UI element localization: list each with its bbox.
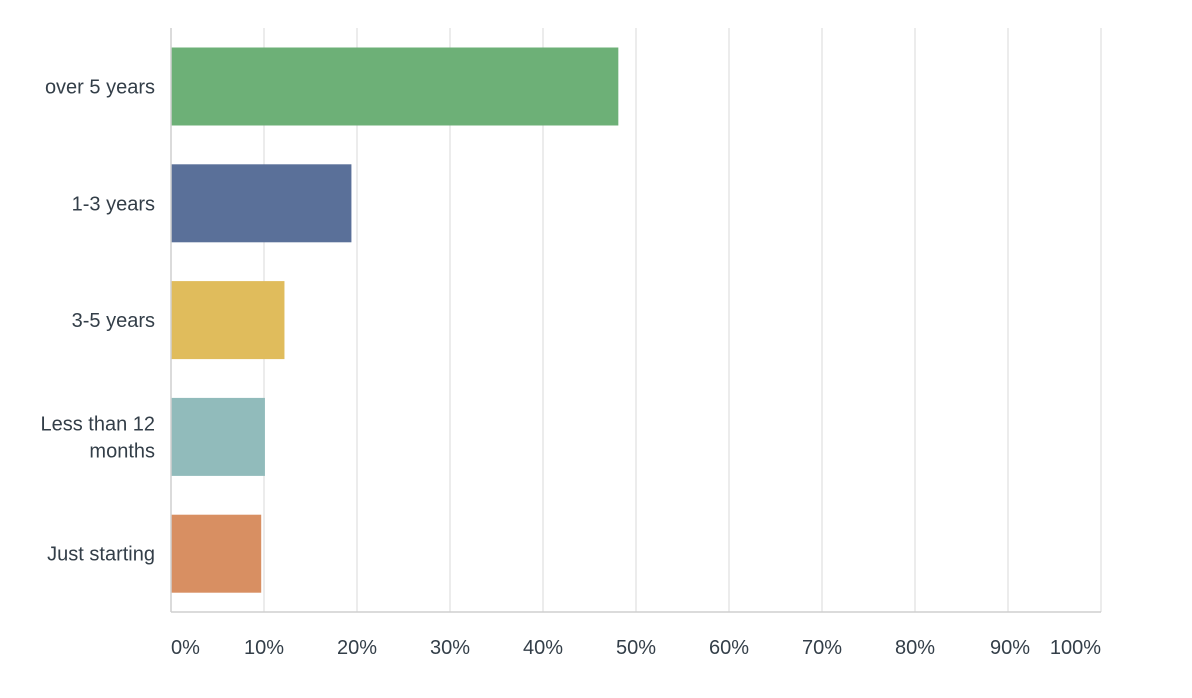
category-label-line: over 5 years bbox=[45, 77, 155, 99]
category-label: 1-3 years bbox=[72, 193, 155, 215]
category-label: Just starting bbox=[47, 544, 155, 566]
x-tick-label: 90% bbox=[990, 637, 1030, 659]
category-label: Less than 12 months bbox=[40, 413, 155, 462]
category-label: 3-5 years bbox=[72, 310, 155, 332]
category-label-line: Less than 12 bbox=[40, 413, 155, 435]
category-label-line: Just starting bbox=[47, 544, 155, 566]
x-tick-label: 70% bbox=[802, 637, 842, 659]
bar[interactable] bbox=[171, 47, 619, 126]
x-tick-label: 50% bbox=[616, 637, 656, 659]
bars bbox=[171, 47, 619, 593]
x-tick-label: 20% bbox=[337, 637, 377, 659]
x-tick-labels: 0% 10% 20% 30% 40% 50% 60% 70% 80% 90% 100% bbox=[171, 637, 1101, 659]
category-labels: over 5 years 1-3 years 3-5 years Less than … bbox=[40, 77, 155, 566]
bar[interactable] bbox=[171, 281, 285, 360]
category-label-line: 1-3 years bbox=[72, 193, 155, 215]
x-tick-label: 80% bbox=[895, 637, 935, 659]
x-tick-label: 40% bbox=[523, 637, 563, 659]
x-tick-label: 60% bbox=[709, 637, 749, 659]
category-label: over 5 years bbox=[45, 77, 155, 99]
x-tick-label: 100% bbox=[1050, 637, 1101, 659]
x-tick-label: 30% bbox=[430, 637, 470, 659]
bar[interactable] bbox=[171, 397, 265, 476]
category-label-line: months bbox=[89, 440, 155, 462]
bar[interactable] bbox=[171, 164, 352, 243]
bar[interactable] bbox=[171, 514, 262, 593]
axes bbox=[170, 28, 1101, 613]
x-tick-label: 10% bbox=[244, 637, 284, 659]
x-tick-label: 0% bbox=[171, 637, 200, 659]
category-label-line: 3-5 years bbox=[72, 310, 155, 332]
